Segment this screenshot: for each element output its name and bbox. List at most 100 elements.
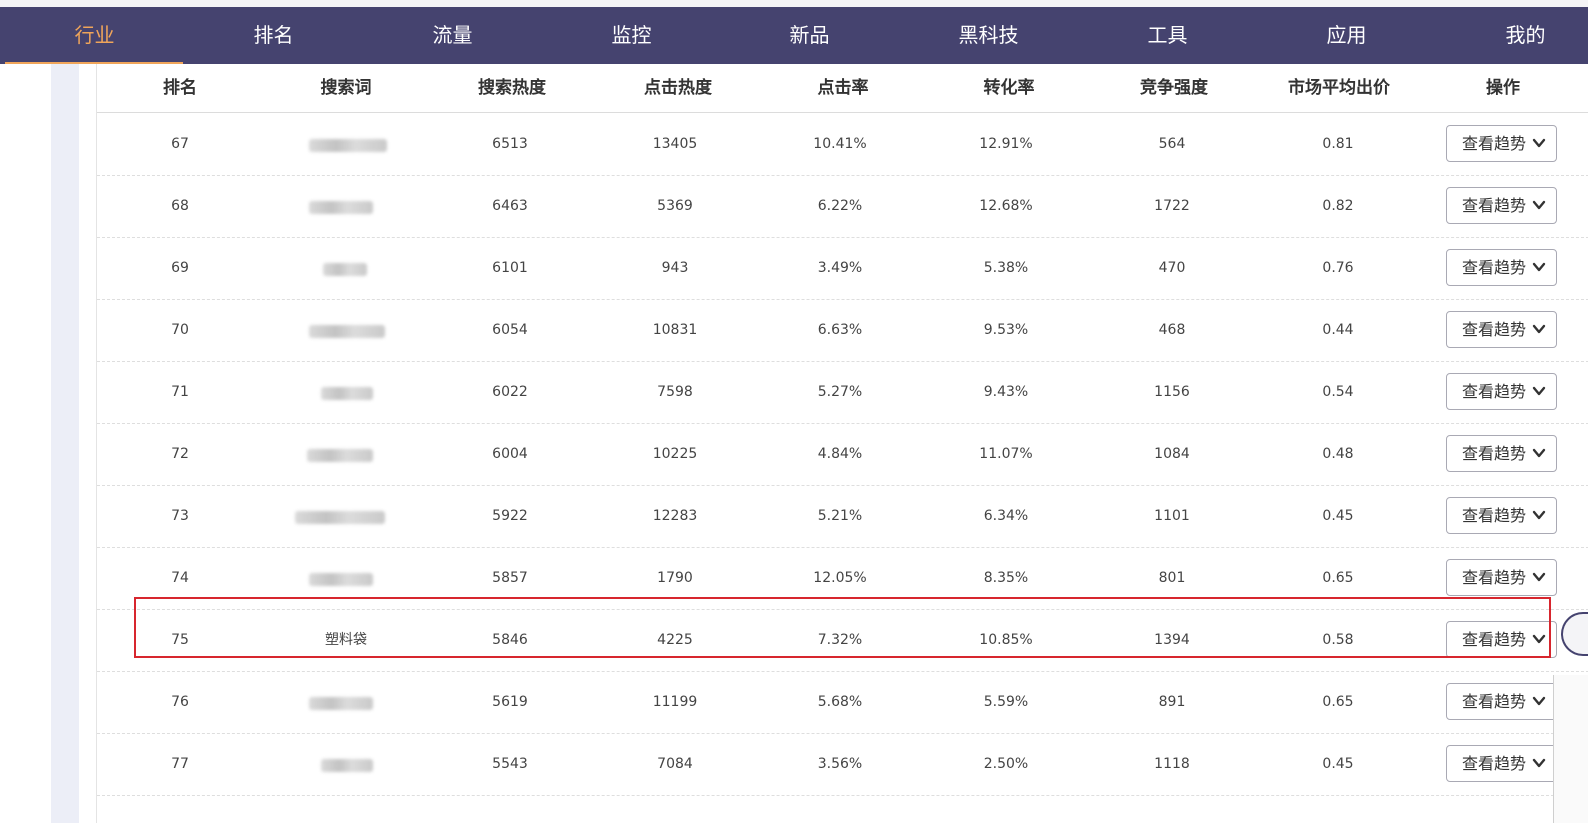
view-trend-button[interactable]: 查看趋势 <box>1446 125 1557 162</box>
cell-search-heat: 5922 <box>492 508 528 524</box>
blurred-keyword <box>323 263 367 276</box>
cell-cvr: 9.53% <box>983 322 1029 338</box>
view-trend-label: 查看趋势 <box>1462 196 1527 215</box>
cell-avg-bid: 0.58 <box>1322 632 1354 648</box>
cell-rank: 69 <box>171 260 189 276</box>
table-row: 71 6022 7598 5.27% 9.43% 1156 0.54 查看趋势 <box>97 361 1588 424</box>
blurred-keyword <box>321 759 373 772</box>
left-rail <box>51 64 79 823</box>
chevron-down-icon <box>1532 138 1546 148</box>
cell-search-heat: 6463 <box>492 198 528 214</box>
cell-ctr: 4.84% <box>817 446 863 462</box>
cell-click-heat: 10225 <box>652 446 698 462</box>
cell-avg-bid: 0.45 <box>1322 756 1354 772</box>
view-trend-label: 查看趋势 <box>1462 134 1527 153</box>
table-row: 72 6004 10225 4.84% 11.07% 1084 0.48 查看趋势 <box>97 423 1588 486</box>
cell-ctr: 3.56% <box>817 756 863 772</box>
cell-rank: 76 <box>171 694 189 710</box>
header-cvr: 转化率 <box>983 78 1035 98</box>
cell-search-heat: 5543 <box>492 756 528 772</box>
cell-rank: 73 <box>171 508 189 524</box>
blurred-keyword <box>309 325 385 338</box>
cell-competition: 891 <box>1158 694 1186 710</box>
cell-ctr: 12.05% <box>813 570 867 586</box>
cell-cvr: 10.85% <box>979 632 1033 648</box>
cell-rank: 72 <box>171 446 189 462</box>
cell-cvr: 11.07% <box>979 446 1033 462</box>
view-trend-button[interactable]: 查看趋势 <box>1446 187 1557 224</box>
cell-competition: 1101 <box>1154 508 1190 524</box>
view-trend-button[interactable]: 查看趋势 <box>1446 745 1557 782</box>
view-trend-button[interactable]: 查看趋势 <box>1446 621 1557 658</box>
table-row: 77 5543 7084 3.56% 2.50% 1118 0.45 查看趋势 <box>97 733 1588 796</box>
blurred-keyword <box>309 201 373 214</box>
view-trend-button[interactable]: 查看趋势 <box>1446 683 1557 720</box>
cell-avg-bid: 0.65 <box>1322 570 1354 586</box>
cell-rank: 77 <box>171 756 189 772</box>
view-trend-label: 查看趋势 <box>1462 444 1527 463</box>
chevron-down-icon <box>1532 200 1546 210</box>
chevron-down-icon <box>1532 510 1546 520</box>
cell-avg-bid: 0.54 <box>1322 384 1354 400</box>
cell-competition: 801 <box>1158 570 1186 586</box>
cell-click-heat: 12283 <box>652 508 698 524</box>
cell-avg-bid: 0.65 <box>1322 694 1354 710</box>
nav-item-apps[interactable]: 应用 <box>1326 23 1367 47</box>
cell-ctr: 3.49% <box>817 260 863 276</box>
cell-rank: 74 <box>171 570 189 586</box>
cell-competition: 1118 <box>1154 756 1190 772</box>
view-trend-button[interactable]: 查看趋势 <box>1446 497 1557 534</box>
cell-click-heat: 7598 <box>657 384 693 400</box>
chevron-down-icon <box>1532 448 1546 458</box>
nav-item-traffic[interactable]: 流量 <box>432 23 473 47</box>
nav-item-black-tech[interactable]: 黑科技 <box>958 23 1019 47</box>
cell-cvr: 8.35% <box>983 570 1029 586</box>
cell-click-heat: 4225 <box>657 632 693 648</box>
table-header: 排名 搜索词 搜索热度 点击热度 点击率 转化率 竞争强度 市场平均出价 操作 <box>97 64 1588 113</box>
blurred-keyword <box>307 449 373 462</box>
cell-click-heat: 5369 <box>657 198 693 214</box>
table-row: 73 5922 12283 5.21% 6.34% 1101 0.45 查看趋势 <box>97 485 1588 548</box>
view-trend-button[interactable]: 查看趋势 <box>1446 435 1557 472</box>
chevron-down-icon <box>1532 634 1546 644</box>
cell-cvr: 6.34% <box>983 508 1029 524</box>
view-trend-button[interactable]: 查看趋势 <box>1446 311 1557 348</box>
cell-rank: 71 <box>171 384 189 400</box>
table-row: 69 6101 943 3.49% 5.38% 470 0.76 查看趋势 <box>97 237 1588 300</box>
view-trend-button[interactable]: 查看趋势 <box>1446 249 1557 286</box>
cell-search-heat: 6513 <box>492 136 528 152</box>
nav-item-new-products[interactable]: 新品 <box>789 23 830 47</box>
cell-click-heat: 11199 <box>652 694 698 710</box>
cell-ctr: 7.32% <box>817 632 863 648</box>
header-search-heat: 搜索热度 <box>478 78 546 98</box>
view-trend-button[interactable]: 查看趋势 <box>1446 559 1557 596</box>
cell-cvr: 5.38% <box>983 260 1029 276</box>
top-strip <box>0 0 1588 7</box>
nav-active-underline <box>5 62 183 64</box>
cell-search-heat: 6004 <box>492 446 528 462</box>
nav-item-industry[interactable]: 行业 <box>74 23 115 47</box>
header-action: 操作 <box>1486 78 1520 98</box>
view-trend-label: 查看趋势 <box>1462 320 1527 339</box>
chevron-down-icon <box>1532 696 1546 706</box>
nav-item-mine[interactable]: 我的 <box>1505 23 1546 47</box>
nav-item-monitor[interactable]: 监控 <box>611 23 652 47</box>
cell-ctr: 6.22% <box>817 198 863 214</box>
view-trend-label: 查看趋势 <box>1462 568 1527 587</box>
cell-cvr: 12.91% <box>979 136 1033 152</box>
blurred-keyword <box>321 387 373 400</box>
view-trend-button[interactable]: 查看趋势 <box>1446 373 1557 410</box>
nav-item-ranking[interactable]: 排名 <box>253 23 294 47</box>
table-row: 67 6513 13405 10.41% 12.91% 564 0.81 查看趋势 <box>97 113 1588 176</box>
blurred-keyword <box>309 697 373 710</box>
nav-item-tools[interactable]: 工具 <box>1147 23 1188 47</box>
view-trend-label: 查看趋势 <box>1462 630 1527 649</box>
table-row: 68 6463 5369 6.22% 12.68% 1722 0.82 查看趋势 <box>97 175 1588 238</box>
table-row: 74 5857 1790 12.05% 8.35% 801 0.65 查看趋势 <box>97 547 1588 610</box>
cell-competition: 564 <box>1158 136 1186 152</box>
cell-search-heat: 6022 <box>492 384 528 400</box>
cell-avg-bid: 0.44 <box>1322 322 1354 338</box>
view-trend-label: 查看趋势 <box>1462 258 1527 277</box>
header-competition: 竞争强度 <box>1140 78 1208 98</box>
cell-search-heat: 6054 <box>492 322 528 338</box>
